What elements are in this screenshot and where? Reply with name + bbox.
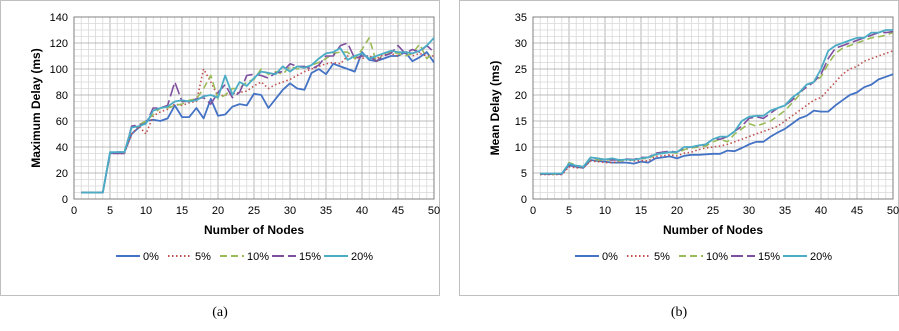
y-tick-label: 140 — [50, 12, 68, 24]
y-tick-label: 35 — [515, 12, 527, 24]
x-tick-label: 20 — [212, 205, 224, 217]
y-tick-label: 20 — [56, 168, 68, 180]
caption-a: (a) — [212, 305, 228, 320]
legend-label: 15% — [758, 251, 780, 263]
x-tick-label: 25 — [248, 205, 260, 217]
y-tick-label: 0 — [62, 194, 68, 206]
x-tick-label: 40 — [815, 205, 827, 217]
x-tick-label: 0 — [71, 205, 77, 217]
x-tick-label: 45 — [392, 205, 404, 217]
y-tick-label: 25 — [515, 64, 527, 76]
legend-label: 5% — [654, 251, 670, 263]
legend-label: 20% — [351, 251, 373, 263]
x-tick-label: 30 — [284, 205, 296, 217]
y-tick-label: 20 — [515, 90, 527, 102]
x-tick-label: 10 — [140, 205, 152, 217]
legend-label: 5% — [195, 251, 211, 263]
legend-label: 10% — [247, 251, 269, 263]
series-line-10pct — [540, 31, 894, 175]
y-tick-label: 30 — [515, 38, 527, 50]
x-tick-label: 20 — [671, 205, 683, 217]
x-axis-label: Number of Nodes — [204, 223, 304, 237]
x-tick-label: 50 — [887, 205, 899, 217]
legend-label: 15% — [299, 251, 321, 263]
max-delay-chart: 0 20 40 60 80 100 120 140 0 5 10 15 20 25 30 35 40 45 50 Nu… — [0, 0, 440, 296]
y-tick-label: 80 — [56, 90, 68, 102]
x-tick-label: 40 — [356, 205, 368, 217]
x-tick-label: 5 — [566, 205, 572, 217]
x-tick-label: 10 — [599, 205, 611, 217]
x-tick-label: 50 — [428, 205, 440, 217]
x-tick-label: 5 — [107, 205, 113, 217]
mean-delay-chart: 0 5 10 15 20 25 30 35 0 5 10 15 20 25 30 35 40 45 50 Number… — [459, 0, 899, 296]
x-tick-label: 35 — [779, 205, 791, 217]
caption-b: (b) — [670, 305, 688, 320]
y-tick-label: 120 — [50, 38, 68, 50]
y-axis-label: Mean Delay (ms) — [488, 61, 502, 156]
plot-area — [73, 16, 435, 200]
x-tick-label: 25 — [707, 205, 719, 217]
x-tick-label: 15 — [635, 205, 647, 217]
plot-area — [532, 16, 894, 200]
x-axis-label: Number of Nodes — [663, 223, 763, 237]
y-tick-label: 100 — [50, 64, 68, 76]
x-tick-label: 30 — [743, 205, 755, 217]
legend-label: 20% — [810, 251, 832, 263]
series-line-20pct — [540, 29, 893, 175]
chart-panel-a: 0 20 40 60 80 100 120 140 0 5 10 15 20 25 30 35 40 45 50 Nu… — [0, 0, 440, 296]
y-tick-label: 0 — [521, 194, 527, 206]
x-tick-label: 35 — [320, 205, 332, 217]
y-tick-label: 15 — [515, 116, 527, 128]
x-tick-label: 0 — [530, 205, 536, 217]
series-line-5pct — [540, 50, 894, 176]
x-tick-label: 45 — [851, 205, 863, 217]
y-tick-label: 5 — [521, 168, 527, 180]
legend-label: 0% — [602, 251, 618, 263]
series-line-20pct — [81, 37, 435, 194]
legend-label: 0% — [143, 251, 159, 263]
y-tick-label: 40 — [56, 142, 68, 154]
y-tick-label: 10 — [515, 142, 527, 154]
x-tick-label: 15 — [176, 205, 188, 217]
legend-label: 10% — [706, 251, 728, 263]
y-tick-label: 60 — [56, 116, 68, 128]
gridlines — [532, 16, 894, 200]
y-axis-label: Maximum Delay (ms) — [29, 48, 43, 167]
chart-panel-b: 0 5 10 15 20 25 30 35 0 5 10 15 20 25 30 35 40 45 50 Number… — [459, 0, 899, 296]
